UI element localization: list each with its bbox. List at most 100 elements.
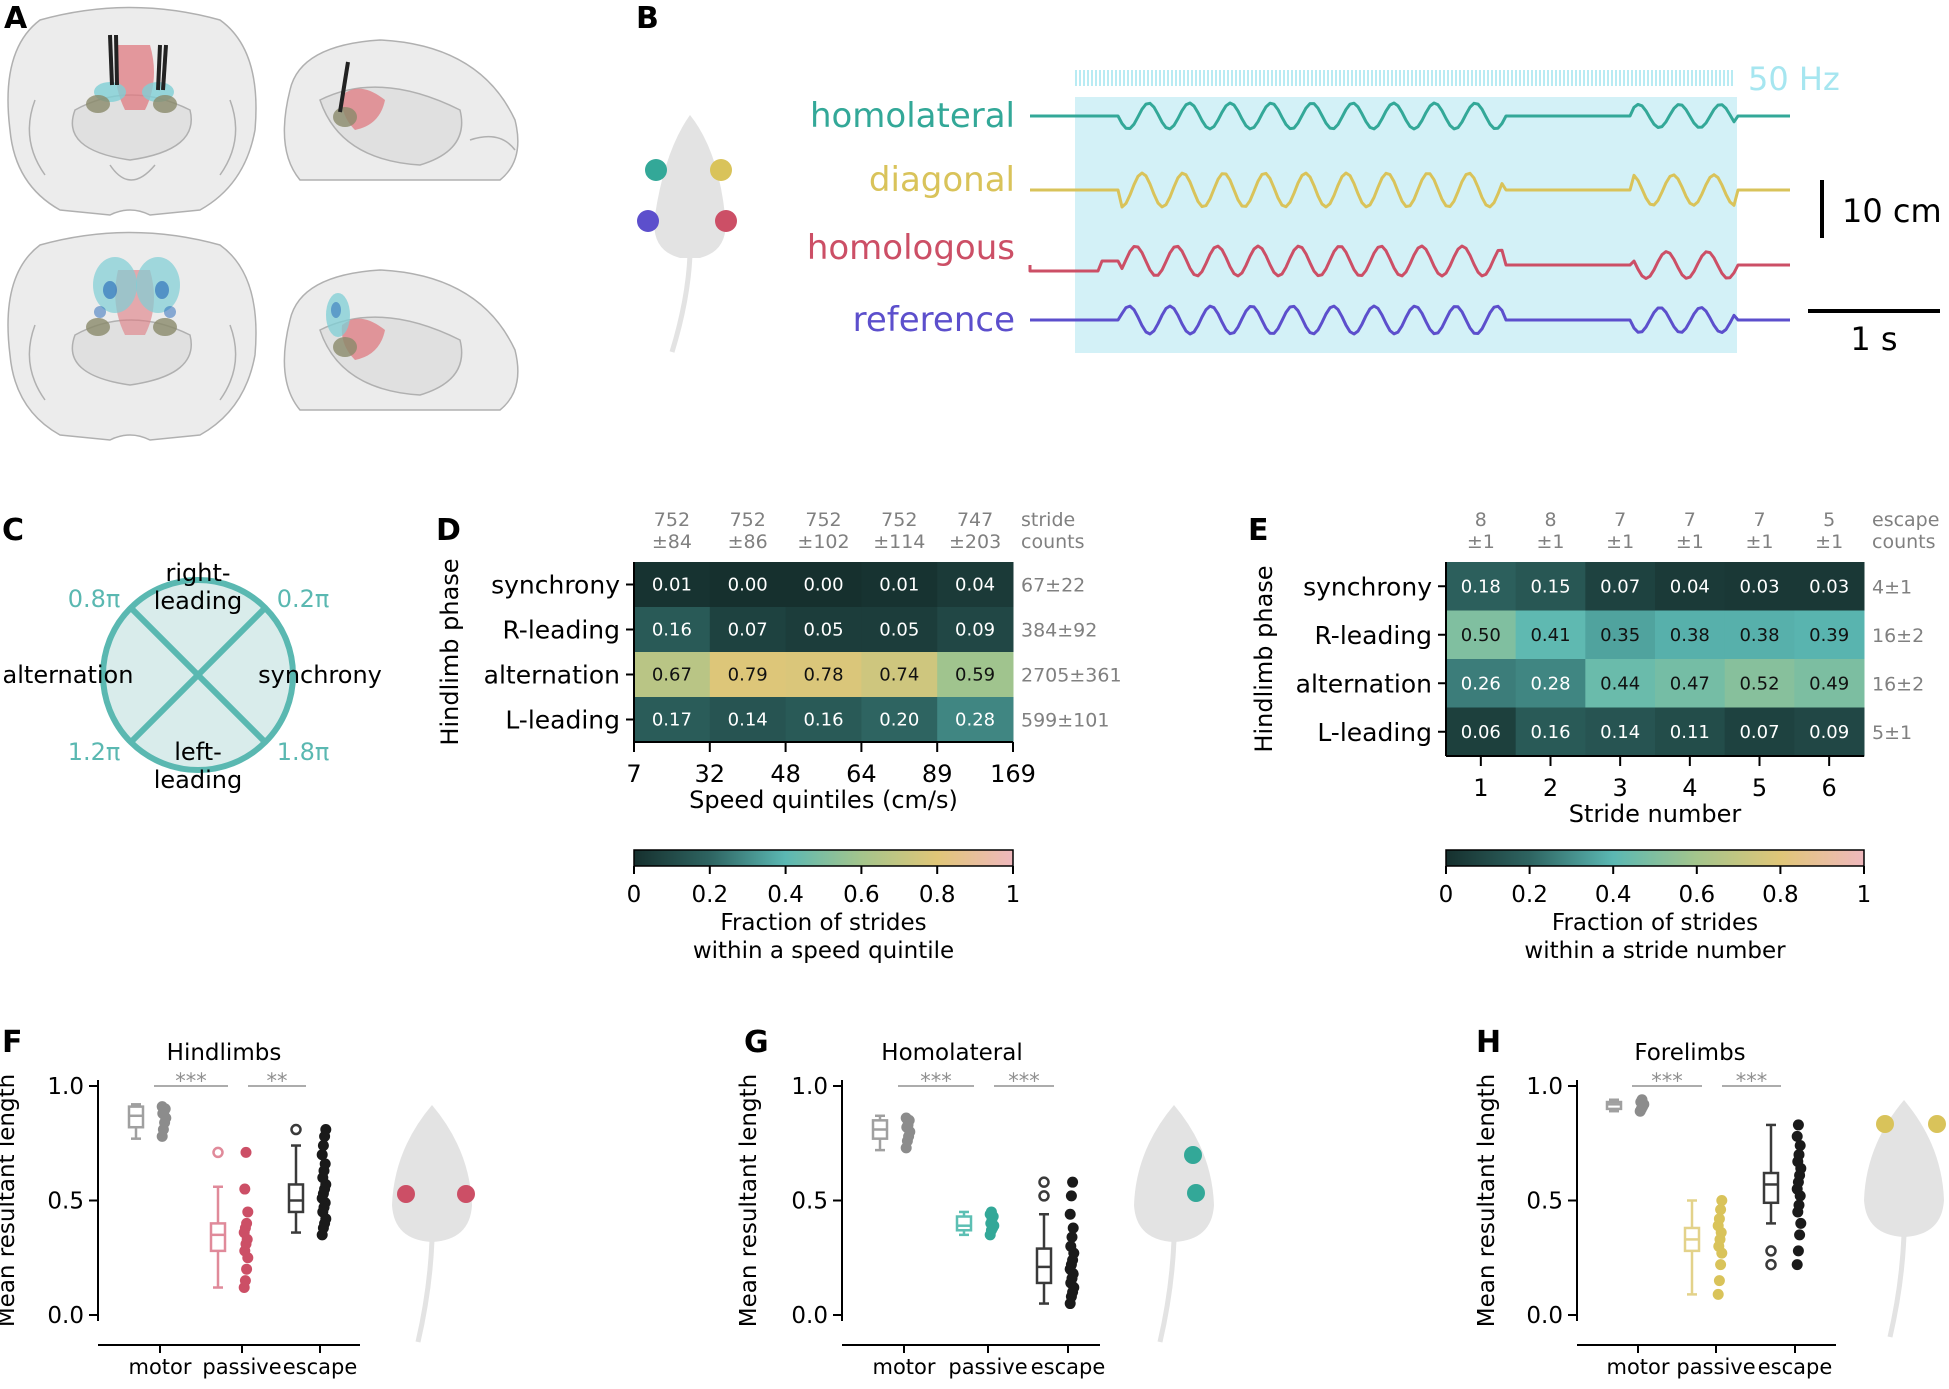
- heatmap-cell: [1515, 659, 1586, 708]
- heatmap-value-label: 0.35: [1600, 625, 1640, 646]
- chart-title: Forelimbs: [1634, 1040, 1745, 1066]
- heatmap-value-label: 0.07: [1739, 722, 1779, 743]
- data-point: [1065, 1190, 1077, 1202]
- row-label: L-leading: [505, 706, 620, 735]
- target-region: [86, 318, 110, 336]
- x-tick-label: 3: [1613, 774, 1628, 802]
- panel-letter-f: F: [2, 1025, 23, 1060]
- box-iqr: [1762, 1171, 1780, 1205]
- heatmap-value-label: 0.20: [879, 710, 919, 731]
- heatmap-value-label: 0.78: [803, 665, 843, 686]
- limb-dot-homolateral: [645, 159, 667, 181]
- x-tick-label: passive: [1676, 1355, 1755, 1379]
- data-point: [1791, 1259, 1803, 1271]
- y-tick-label: 0.0: [47, 1303, 84, 1329]
- column-count-label: 7: [1753, 509, 1765, 531]
- heatmap-cell: [1515, 707, 1586, 757]
- heatmap-cell: [1724, 610, 1795, 660]
- y-tick-label: 1.0: [1526, 1074, 1563, 1100]
- trace-homolateral: [1030, 101, 1790, 131]
- box-iqr: [287, 1183, 305, 1214]
- data-point: [1066, 1231, 1078, 1243]
- electrode-probes: [108, 34, 168, 91]
- data-point: [1716, 1195, 1728, 1206]
- heatmap-value-label: 0.67: [652, 665, 692, 686]
- column-count-label: 752: [881, 509, 917, 531]
- data-point: [1792, 1119, 1804, 1131]
- mouse-icon: [392, 1105, 472, 1242]
- phase-label-right-leading: leading: [154, 587, 243, 615]
- x-axis-title: Stride number: [1569, 800, 1742, 828]
- data-point: [1793, 1199, 1805, 1211]
- colorbar-title: Fraction of strides: [720, 910, 926, 936]
- target-region: [153, 95, 177, 113]
- stimulus-highlight: [1075, 97, 1737, 353]
- heatmap-value-label: 0.09: [1809, 722, 1849, 743]
- data-point: [319, 1158, 331, 1170]
- heatmap-value-label: 0.01: [879, 575, 919, 596]
- electrode-probes: [338, 61, 350, 113]
- y-tick-label: 0.0: [791, 1303, 828, 1329]
- x-tick-label: 169: [990, 760, 1036, 788]
- heatmap-cell: [861, 607, 938, 653]
- row-count-label: 599±101: [1021, 710, 1109, 732]
- colorbar-title: within a stride number: [1524, 938, 1786, 964]
- heatmap-value-label: 0.06: [1461, 722, 1501, 743]
- column-count-label: ±1: [1676, 531, 1704, 553]
- box-outlier: [1765, 1258, 1777, 1271]
- column-count-label: ±86: [728, 531, 768, 553]
- heatmap-cell: [1724, 659, 1795, 708]
- colorbar-tick-label: 1: [1006, 882, 1021, 908]
- row-label: R-leading: [502, 616, 620, 645]
- heatmap-cell: [1794, 610, 1865, 660]
- mouse-icon: [1134, 1105, 1214, 1242]
- box-iqr: [209, 1222, 227, 1253]
- counts-header: escape: [1872, 509, 1939, 531]
- boxplot-homolateral: 0.0 0.5 1.0 Mean resultant length Homolatera…: [736, 1040, 1214, 1379]
- colorbar-tick-label: 0.8: [919, 882, 956, 908]
- panel-letter-c: C: [2, 513, 24, 548]
- sagittal-brain-top: [283, 39, 519, 181]
- box-outlier: [1765, 1245, 1777, 1257]
- heatmap-cell: [709, 562, 787, 608]
- panel-letter-a: A: [4, 1, 28, 36]
- column-count-label: 7: [1684, 509, 1696, 531]
- heatmap-value-label: 0.38: [1739, 625, 1779, 646]
- chart-title: Hindlimbs: [167, 1040, 282, 1066]
- heatmap-cell: [1446, 659, 1517, 708]
- target-region: [86, 95, 110, 113]
- heatmap-value-label: 0.52: [1739, 673, 1779, 694]
- x-tick-label: 64: [846, 760, 877, 788]
- angle-label: 1.8π: [277, 738, 330, 766]
- colorbar-tick-label: 0.6: [1679, 882, 1716, 908]
- significance-label: ***: [1651, 1069, 1683, 1093]
- counts-header: counts: [1872, 531, 1936, 553]
- colorbar-tick-label: 0.2: [692, 882, 729, 908]
- phase-label-left-leading: left-: [174, 738, 222, 766]
- heatmap-value-label: 0.00: [728, 575, 768, 596]
- heatmap-cell: [709, 697, 787, 743]
- column-count-label: 752: [654, 509, 690, 531]
- target-region: [333, 337, 357, 357]
- counts-header: stride: [1021, 509, 1075, 531]
- heatmap-value-label: 0.39: [1809, 625, 1849, 646]
- x-tick-label: escape: [1031, 1355, 1106, 1379]
- x-tick-label: motor: [872, 1355, 935, 1379]
- limb-dot-diagonal: [710, 159, 732, 181]
- row-label: alternation: [1296, 669, 1432, 698]
- heatmap-value-label: 0.09: [955, 620, 995, 641]
- x-tick-label: 1: [1473, 774, 1488, 802]
- brain-illustrations: [7, 6, 519, 441]
- heatmap-value-label: 0.49: [1809, 673, 1849, 694]
- panel-letter-h: H: [1476, 1025, 1501, 1060]
- colorbar-tick-label: 0: [627, 882, 642, 908]
- mouse-limb-dot: [1184, 1146, 1202, 1164]
- heatmap-value-label: 0.07: [728, 620, 768, 641]
- heatmap-value-label: 0.16: [1530, 722, 1570, 743]
- x-tick-label: 7: [626, 760, 641, 788]
- heatmap-cell: [1585, 659, 1656, 708]
- x-tick-label: 32: [695, 760, 726, 788]
- column-count-label: ±1: [1606, 531, 1634, 553]
- row-count-label: 384±92: [1021, 620, 1097, 642]
